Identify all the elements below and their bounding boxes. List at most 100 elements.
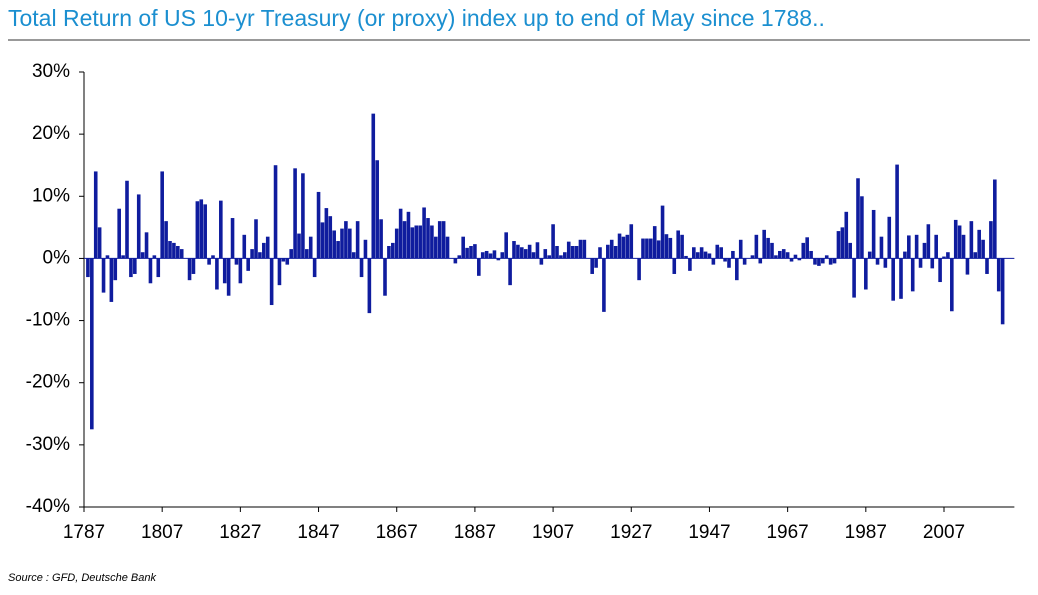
bar	[191, 258, 196, 274]
bar	[531, 252, 536, 259]
x-tick-label: 1947	[688, 522, 730, 543]
bar	[414, 225, 419, 259]
bar	[910, 258, 915, 292]
bar	[856, 178, 860, 259]
chart-title: Total Return of US 10-yr Treasury (or pr…	[8, 5, 825, 31]
bar	[477, 258, 481, 276]
bar	[336, 241, 340, 259]
bar	[133, 258, 137, 274]
bar	[570, 246, 575, 259]
bar	[195, 201, 200, 259]
bar	[961, 234, 966, 259]
bar	[754, 234, 759, 259]
bar	[457, 255, 462, 259]
y-tick-label: -40%	[26, 496, 70, 517]
bar	[172, 242, 176, 259]
bar	[226, 258, 231, 296]
x-tick-label: 1827	[219, 522, 261, 543]
bar	[179, 249, 184, 259]
bar	[316, 191, 321, 259]
bar	[899, 258, 903, 299]
bar	[555, 246, 559, 259]
bar	[953, 219, 958, 259]
bar	[312, 258, 317, 278]
bar	[864, 258, 868, 290]
bar	[527, 244, 532, 259]
x-tick-label: 1847	[297, 522, 339, 543]
bar	[363, 239, 368, 259]
bar	[867, 251, 872, 259]
bar	[625, 234, 630, 259]
bar	[109, 258, 114, 302]
bar	[652, 226, 657, 259]
bar	[289, 249, 293, 259]
bar	[598, 247, 602, 259]
x-tick-label: 1987	[845, 522, 887, 543]
bar	[129, 258, 133, 278]
y-tick-label: -20%	[26, 372, 70, 393]
bar	[793, 254, 798, 259]
bar	[938, 258, 942, 283]
y-tick-label: 0%	[43, 247, 71, 268]
x-tick-label: 1967	[766, 522, 808, 543]
bar	[727, 258, 731, 268]
bar	[222, 258, 227, 284]
bar	[750, 255, 755, 259]
y-tick-label: -10%	[26, 310, 70, 331]
bar	[258, 252, 262, 259]
bar	[523, 249, 528, 259]
bar	[965, 258, 970, 275]
bar	[234, 258, 239, 265]
bar	[715, 244, 720, 259]
bar	[832, 258, 837, 264]
bar	[387, 246, 391, 259]
bar	[989, 221, 993, 259]
bar	[594, 258, 598, 268]
bar	[848, 242, 852, 259]
y-tick-label: 30%	[32, 61, 70, 82]
bar	[422, 207, 426, 259]
bar	[688, 258, 692, 271]
bar	[774, 255, 778, 259]
bar	[813, 258, 817, 265]
bar	[430, 225, 434, 259]
bar	[156, 258, 161, 278]
bar	[934, 234, 938, 259]
bar	[101, 258, 106, 293]
bar	[926, 224, 931, 259]
x-tick-label: 1927	[610, 522, 652, 543]
bar	[996, 258, 1001, 292]
bar	[563, 252, 567, 259]
bar	[125, 180, 129, 259]
bar	[480, 252, 485, 259]
bar	[488, 253, 493, 259]
bar	[281, 258, 286, 262]
bar	[684, 255, 688, 259]
bar	[301, 173, 305, 259]
bar	[277, 258, 282, 286]
bar	[852, 258, 856, 298]
bar	[508, 258, 512, 286]
bar	[606, 244, 610, 259]
bar	[860, 196, 864, 259]
bar	[692, 247, 696, 259]
bar	[371, 113, 376, 259]
bar	[821, 258, 825, 264]
bar	[410, 227, 415, 259]
bar	[230, 218, 235, 259]
bar	[375, 160, 379, 259]
bar	[140, 252, 145, 259]
x-tick-label: 1807	[141, 522, 183, 543]
bar	[742, 258, 747, 265]
bar	[379, 219, 383, 259]
bar	[840, 227, 845, 259]
bar	[97, 227, 102, 259]
y-tick-label: -30%	[26, 434, 70, 455]
bar	[781, 249, 786, 259]
bar	[672, 258, 677, 274]
bar	[441, 221, 446, 259]
bar	[207, 258, 211, 265]
bar	[152, 255, 157, 259]
bar	[895, 164, 899, 259]
bar	[950, 258, 954, 312]
